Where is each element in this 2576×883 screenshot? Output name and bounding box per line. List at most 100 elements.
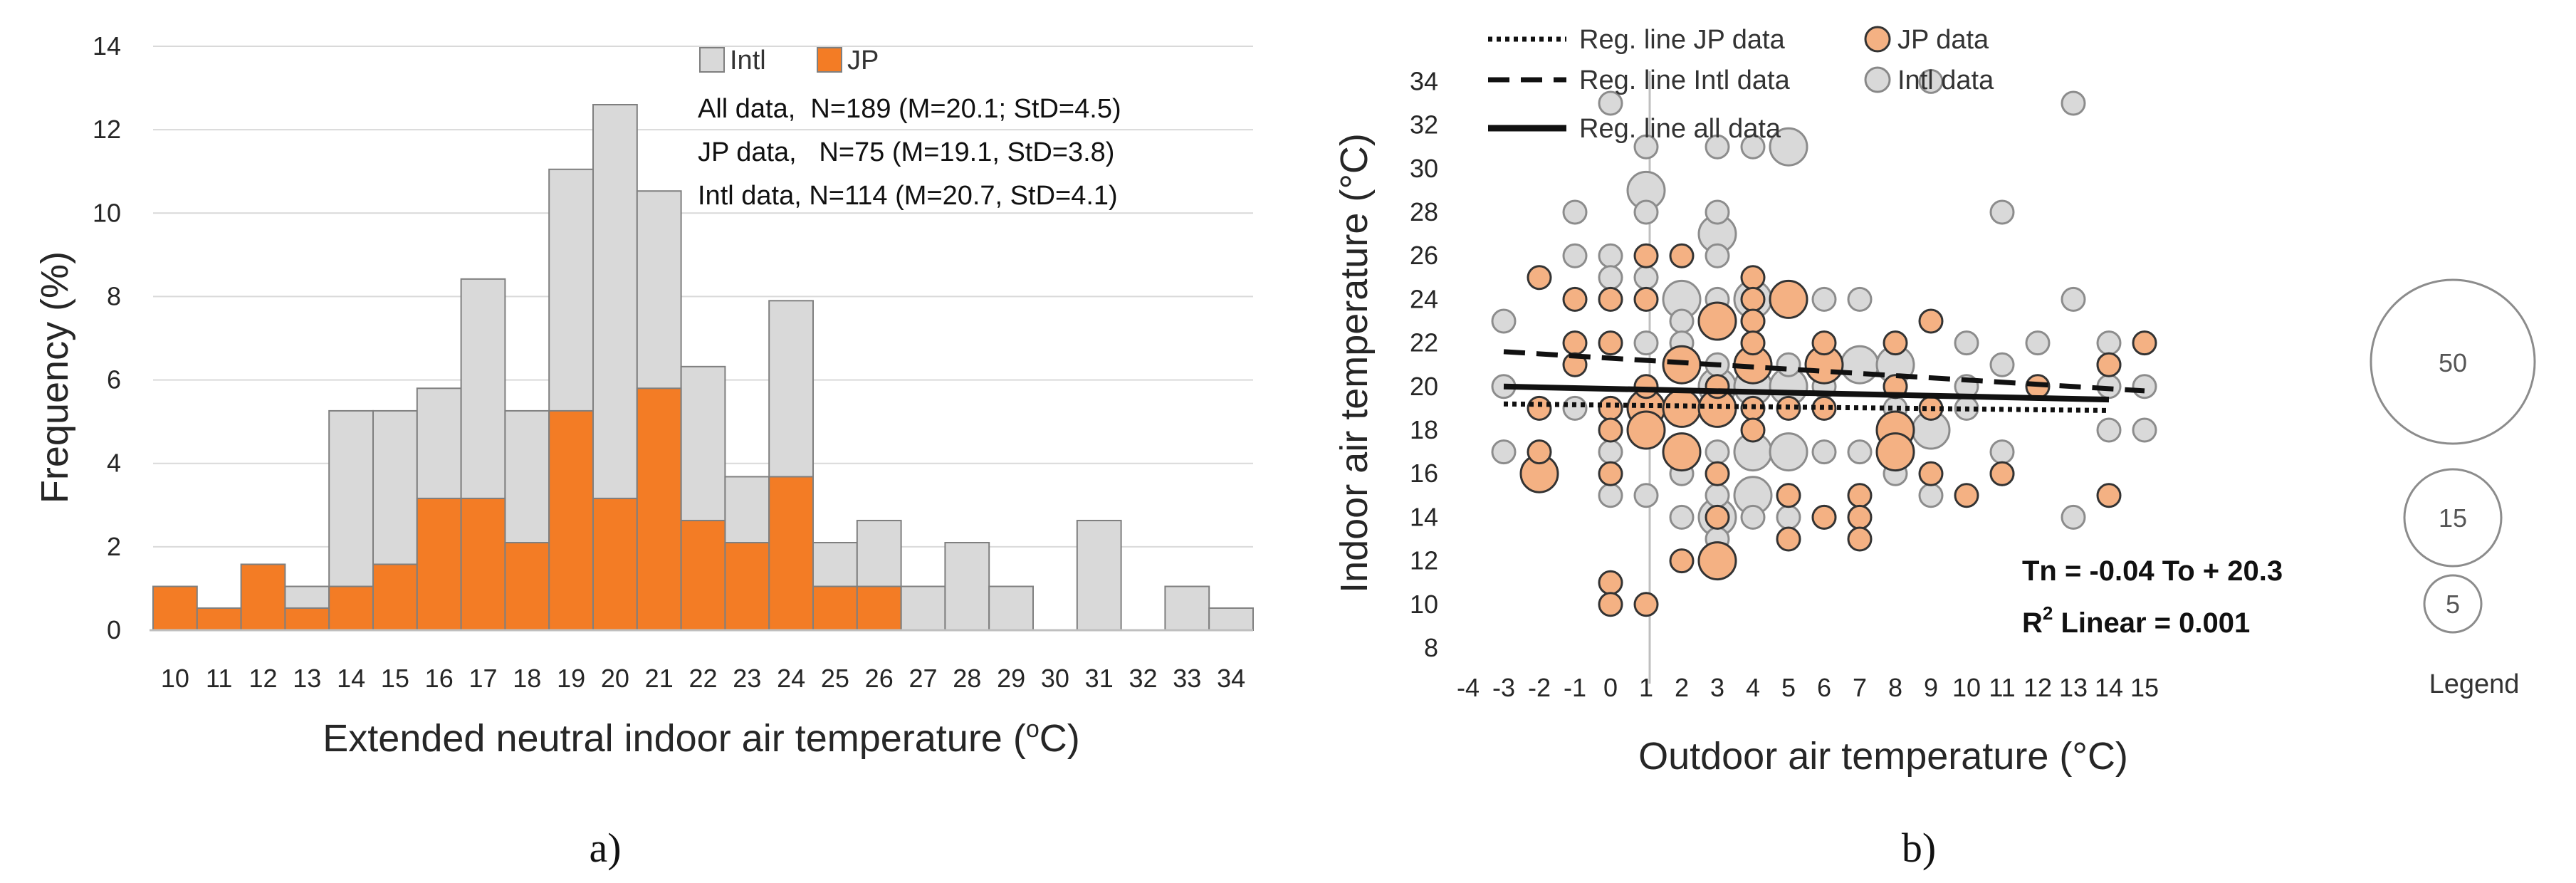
histogram-x-tick-label: 16 — [425, 664, 454, 693]
scatter-y-axis-label: Indoor air temperature (°C) — [1333, 133, 1376, 593]
panel-label-b: b) — [1902, 825, 1936, 871]
scatter-x-tick-label: 1 — [1639, 673, 1653, 702]
histogram-bar-jp-23 — [724, 542, 770, 631]
histogram-x-tick-label: 11 — [206, 664, 232, 693]
jp-data-point — [1598, 417, 1623, 443]
histogram-x-tick-label: 19 — [557, 664, 585, 693]
histogram-bar-intl-33 — [1164, 585, 1210, 631]
histogram-x-tick-label: 27 — [909, 664, 937, 693]
intl-data-point — [1740, 134, 1766, 160]
histogram-x-tick-label: 10 — [161, 664, 189, 693]
intl-data-point — [1989, 199, 2015, 225]
jp-data-point — [2132, 330, 2157, 356]
stats-jp-data: JP data, N=75 (M=19.1, StD=3.8) — [698, 137, 1114, 167]
histogram-bar-jp-24 — [768, 476, 814, 632]
jp-data-point — [1918, 308, 1944, 334]
histogram-x-tick-label: 15 — [381, 664, 409, 693]
histogram-bar-jp-14 — [328, 585, 375, 631]
regression-lines — [1503, 349, 2145, 413]
intl-data-point — [2061, 90, 2086, 116]
bubble-legend-title: Legend — [2429, 669, 2520, 699]
jp-data-point — [1598, 461, 1623, 486]
scatter-x-tick-label: 15 — [2130, 673, 2159, 702]
bubble-legend-50-label: 50 — [2439, 348, 2467, 377]
intl-data-point — [1954, 330, 1979, 356]
intl-data-point — [2096, 330, 2122, 356]
histogram-x-tick-label: 24 — [777, 664, 805, 693]
histogram-bar-jp-19 — [548, 409, 595, 632]
histogram-x-tick-label: 25 — [821, 664, 849, 693]
jp-data-point — [1989, 461, 2015, 486]
jp-data-point — [1626, 410, 1666, 450]
histogram-x-tick-label: 30 — [1041, 664, 1069, 693]
intl-data-point — [1918, 483, 1944, 508]
histogram-x-tick-label: 28 — [953, 664, 981, 693]
bubble-legend-15-label: 15 — [2439, 503, 2467, 533]
jp-data-point — [1847, 483, 1873, 508]
histogram-bar-jp-26 — [856, 585, 902, 631]
histogram-x-tick-label: 31 — [1085, 664, 1114, 693]
scatter-x-tick-label: 14 — [2095, 673, 2123, 702]
histogram-x-label-main: Extended neutral indoor air temperature … — [323, 717, 1026, 760]
intl-data-point — [2061, 504, 2086, 530]
jp-data-point — [1598, 286, 1623, 312]
jp-data-point — [1697, 541, 1737, 581]
histogram-x-axis-label: Extended neutral indoor air temperature … — [323, 716, 1079, 760]
jp-data-point — [1527, 395, 1552, 421]
jp-data-point — [1811, 504, 1837, 530]
intl-data-point — [2061, 286, 2086, 312]
scatter-y-tick-label: 24 — [1410, 284, 1438, 313]
legend-intl-data-label: Intl data — [1897, 66, 1994, 95]
scatter-x-ticks: -4 -3 -2 -1 0 1 2 3 4 5 6 7 8 9 10 11 12 13 14 15 — [1457, 673, 2159, 702]
legend-jp-data-label: JP data — [1897, 25, 1989, 55]
jp-data-point — [1740, 308, 1766, 334]
jp-data-point — [1705, 374, 1730, 399]
legend-jp-data-marker — [1864, 26, 1891, 53]
scatter-points — [1491, 68, 2157, 617]
histogram-y-tick-label: 12 — [93, 115, 121, 144]
histogram-y-ticks: 0 2 4 6 8 10 12 14 — [93, 31, 121, 644]
histogram-x-tick-label: 21 — [645, 664, 674, 693]
histogram-bar-intl-29 — [988, 585, 1034, 631]
bubble-legend-15 — [2403, 468, 2503, 568]
scatter-x-tick-label: 9 — [1924, 673, 1938, 702]
jp-data-point — [2096, 483, 2122, 508]
jp-data-point — [1875, 432, 1915, 472]
scatter-y-tick-label: 8 — [1424, 633, 1438, 662]
legend-intl-data-marker — [1864, 66, 1891, 93]
legend-intl-swatch — [699, 47, 725, 73]
intl-data-point — [1989, 352, 2015, 377]
jp-data-point — [1633, 243, 1659, 268]
histogram-bar-jp-16 — [416, 497, 462, 632]
intl-data-point — [1598, 265, 1623, 291]
histogram-bar-jp-20 — [592, 497, 638, 632]
histogram-x-tick-label: 14 — [337, 664, 365, 693]
scatter-y-tick-label: 20 — [1410, 372, 1438, 401]
jp-data-point — [1633, 374, 1659, 399]
bubble-legend-50 — [2370, 278, 2536, 445]
histogram-x-tick-label: 23 — [733, 664, 761, 693]
intl-data-point — [1598, 483, 1623, 508]
intl-data-point — [1847, 286, 1873, 312]
intl-data-point — [1598, 90, 1623, 116]
intl-data-point — [1491, 439, 1517, 465]
scatter-y-tick-label: 16 — [1410, 459, 1438, 488]
reg-line-all-dataline — [1503, 383, 2110, 403]
intl-data-point — [2025, 330, 2051, 356]
histogram-x-label-tail: C) — [1040, 717, 1080, 760]
intl-data-point — [1811, 439, 1837, 465]
histogram-bar-jp-15 — [372, 563, 418, 632]
jp-data-point — [1847, 526, 1873, 552]
scatter-y-tick-label: 14 — [1410, 502, 1438, 531]
r2-tail: Linear = 0.001 — [2053, 607, 2250, 639]
scatter-x-tick-label: 5 — [1781, 673, 1796, 702]
histogram-x-tick-label: 26 — [865, 664, 894, 693]
intl-data-point — [1989, 439, 2015, 465]
histogram-x-tick-label: 17 — [468, 664, 497, 693]
r2-sup: 2 — [2043, 602, 2053, 624]
scatter-y-tick-label: 10 — [1410, 590, 1438, 619]
jp-data-point — [1562, 352, 1588, 377]
jp-data-point — [1633, 592, 1659, 617]
scatter-x-tick-label: 2 — [1675, 673, 1689, 702]
